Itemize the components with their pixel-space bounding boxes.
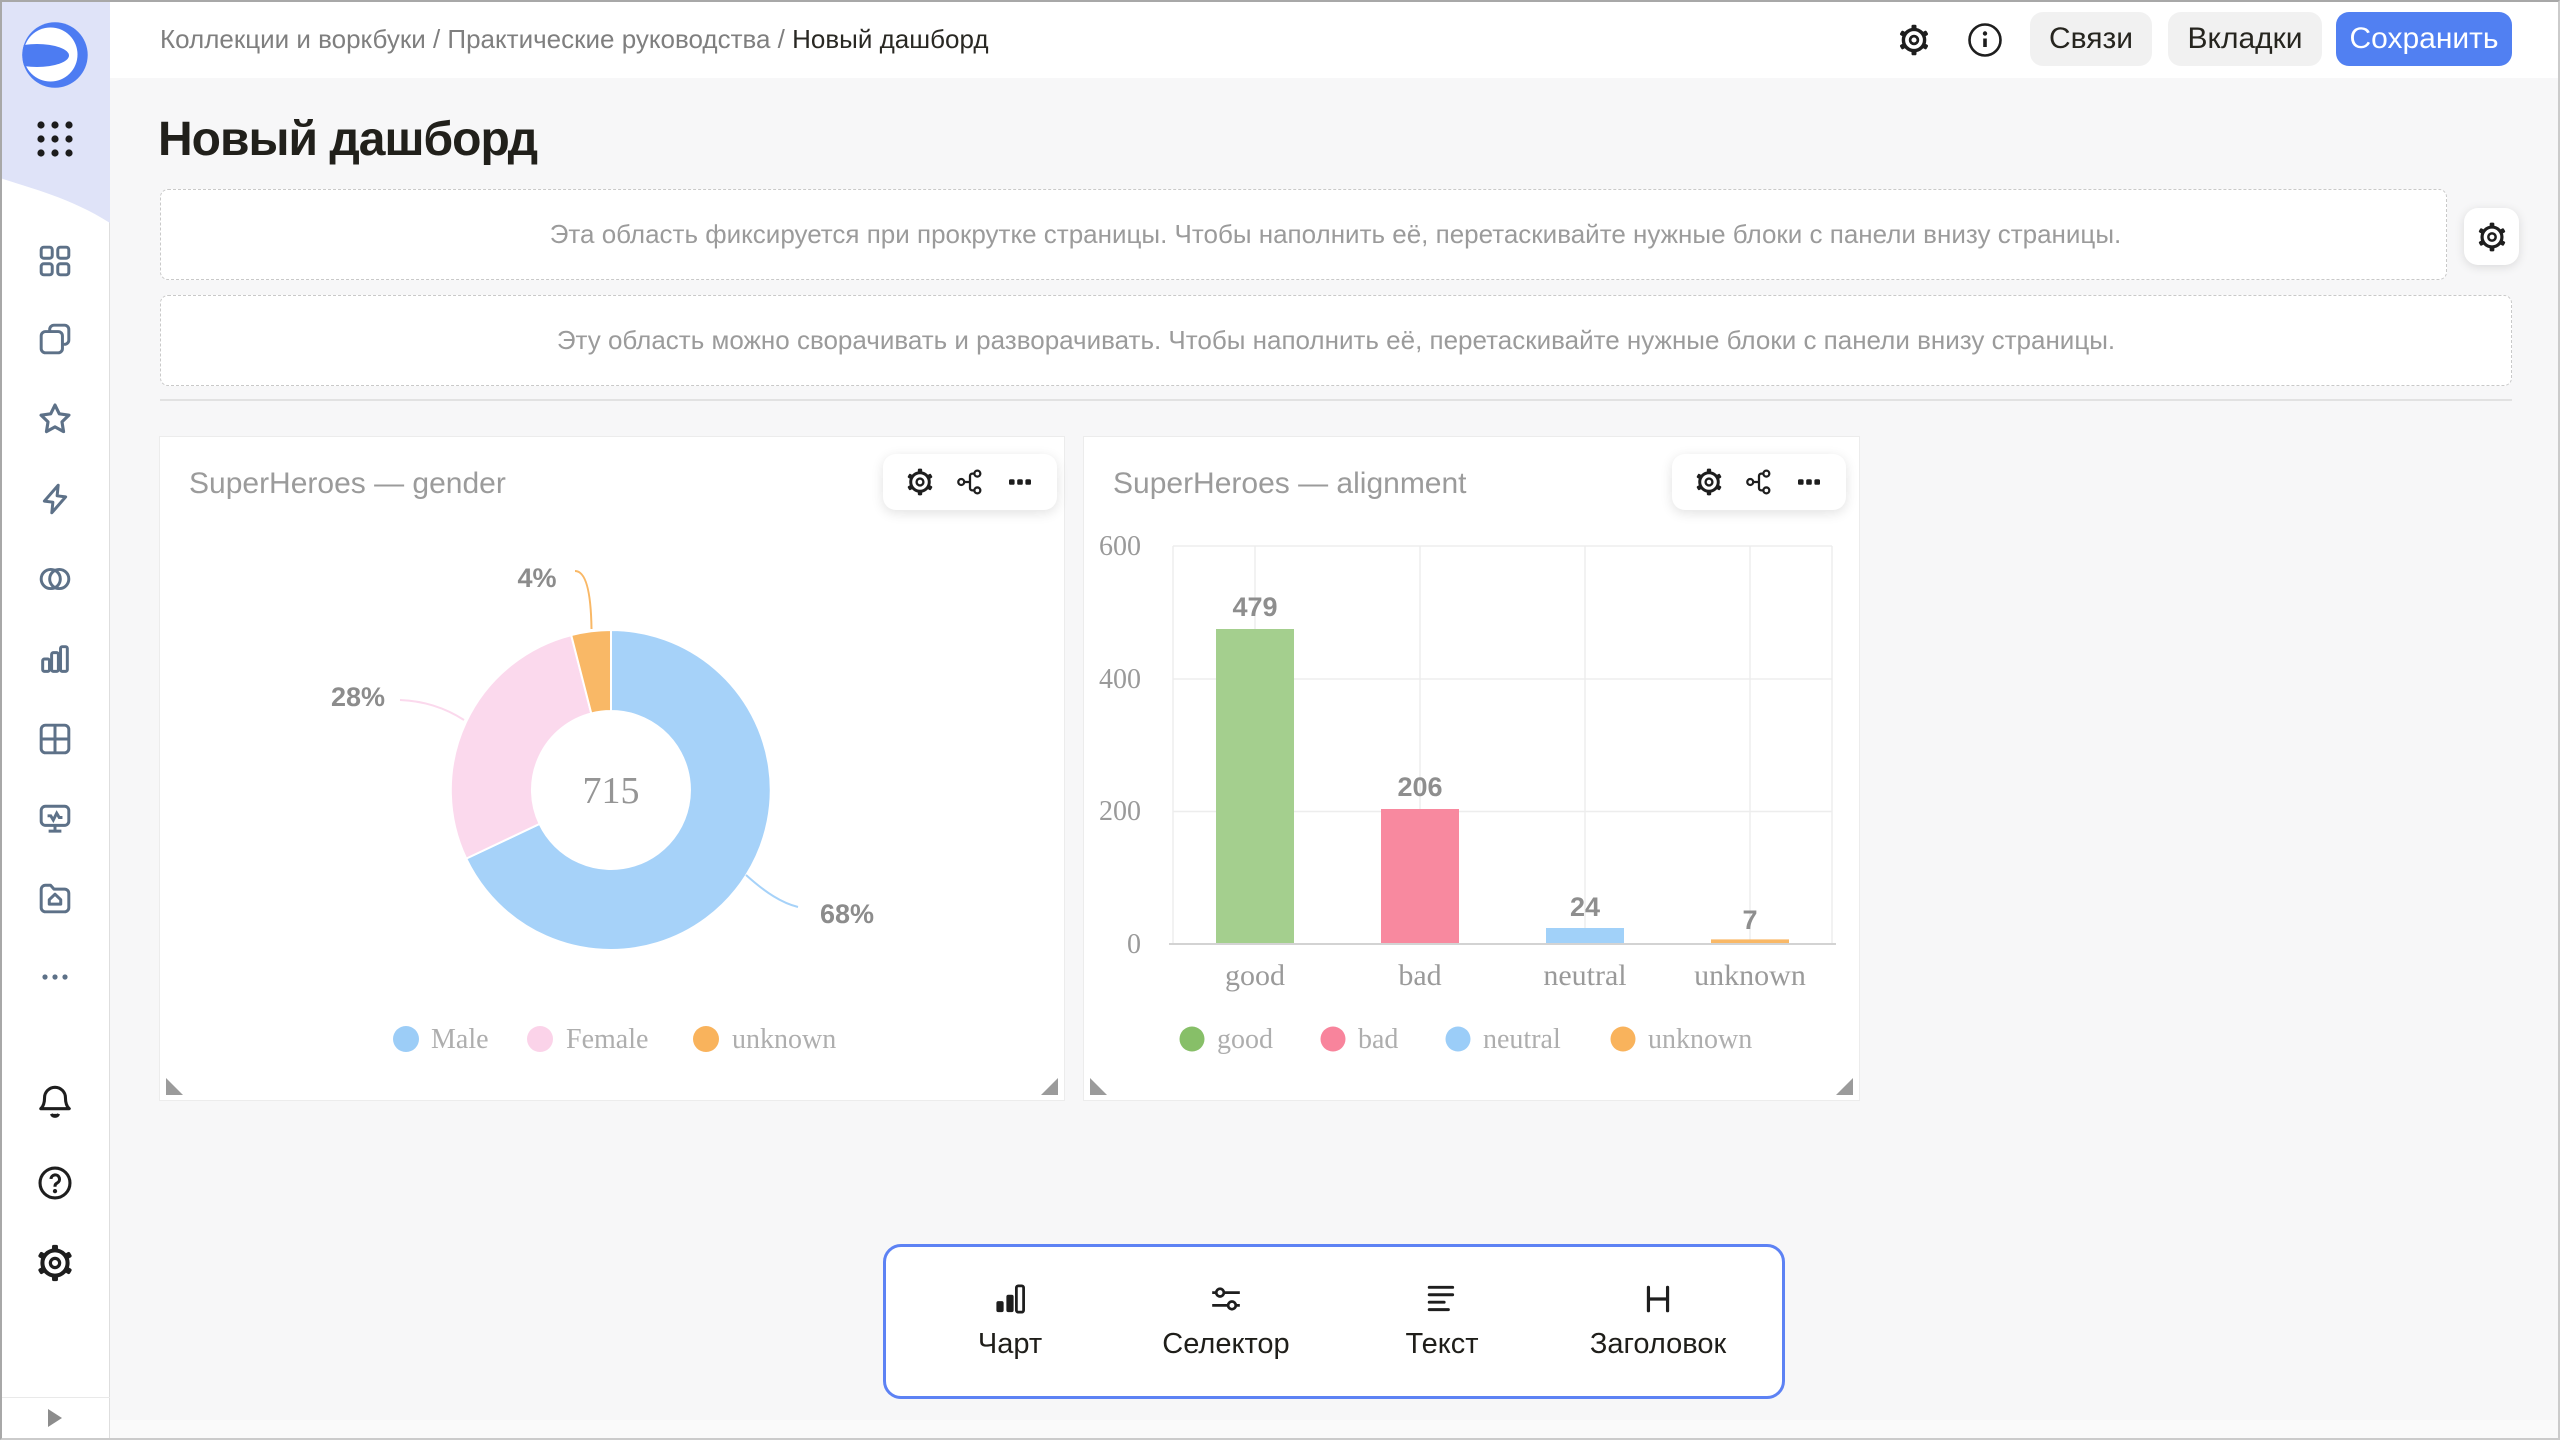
svg-text:0: 0 [1127,929,1141,960]
svg-text:unknown: unknown [1648,1024,1752,1055]
svg-text:neutral: neutral [1543,959,1626,992]
svg-text:400: 400 [1099,664,1141,695]
svg-text:68%: 68% [820,899,874,929]
svg-text:7: 7 [1742,905,1757,935]
svg-text:Female: Female [566,1024,648,1055]
svg-text:206: 206 [1397,772,1442,802]
svg-text:479: 479 [1232,592,1277,622]
svg-text:unknown: unknown [732,1024,836,1055]
svg-text:Male: Male [431,1024,489,1055]
svg-text:unknown: unknown [1694,959,1806,992]
svg-text:bad: bad [1358,1024,1398,1055]
svg-text:good: good [1225,959,1285,992]
svg-text:28%: 28% [331,682,385,712]
svg-text:good: good [1217,1024,1273,1055]
svg-text:600: 600 [1099,531,1141,562]
svg-text:24: 24 [1570,892,1600,922]
svg-text:bad: bad [1398,959,1441,992]
svg-text:715: 715 [583,770,640,812]
svg-text:neutral: neutral [1483,1024,1561,1055]
svg-text:4%: 4% [517,563,556,593]
svg-text:200: 200 [1099,796,1141,827]
